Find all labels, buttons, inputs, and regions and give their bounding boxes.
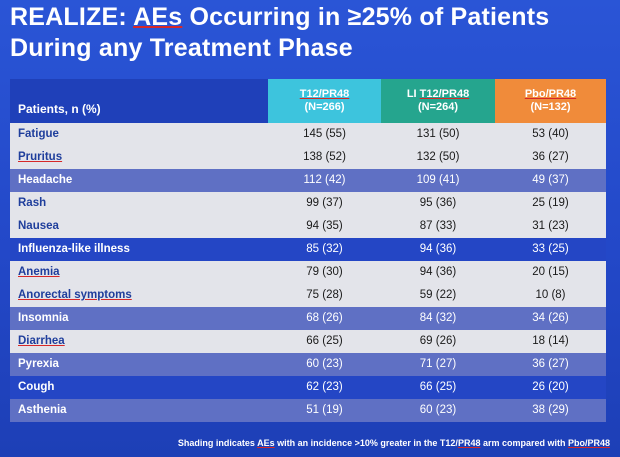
title-line2: During any Treatment Phase — [10, 34, 353, 62]
table-row: Influenza-like illness 85 (32) 94 (36) 3… — [10, 238, 606, 261]
table-row: Pyrexia 60 (23) 71 (27) 36 (27) — [10, 353, 606, 376]
table-row: Anorectal symptoms 75 (28) 59 (22) 10 (8… — [10, 284, 606, 307]
title-prefix: REALIZE: — [10, 3, 134, 31]
table-row: Pruritus 138 (52) 132 (50) 36 (27) — [10, 146, 606, 169]
footnote: Shading indicates AEs with an incidence … — [177, 438, 610, 448]
table-row: Anemia 79 (30) 94 (36) 20 (15) — [10, 261, 606, 284]
table-row: Nausea 94 (35) 87 (33) 31 (23) — [10, 215, 606, 238]
slide-title: REALIZE: AEs Occurring in ≥25% of Patien… — [10, 2, 610, 64]
column-header-t12-pr48: T12/PR48 (N=266) — [268, 79, 381, 123]
header-label: Patients, n (%) — [10, 79, 268, 123]
table-header: Patients, n (%) T12/PR48 (N=266) LI T12/… — [10, 79, 606, 123]
title-aes: AEs — [133, 3, 183, 31]
title-suffix: Occurring in ≥25% of Patients — [182, 3, 550, 31]
table-row: Rash 99 (37) 95 (36) 25 (19) — [10, 192, 606, 215]
table-row: Diarrhea 66 (25) 69 (26) 18 (14) — [10, 330, 606, 353]
table-row: Fatigue 145 (55) 131 (50) 53 (40) — [10, 123, 606, 146]
table-row: Insomnia 68 (26) 84 (32) 34 (26) — [10, 307, 606, 330]
column-header-li-t12-pr48: LI T12/PR48 (N=264) — [381, 79, 495, 123]
ae-table: Patients, n (%) T12/PR48 (N=266) LI T12/… — [10, 79, 606, 422]
column-header-pbo-pr48: Pbo/PR48 (N=132) — [495, 79, 606, 123]
table-row: Asthenia 51 (19) 60 (23) 38 (29) — [10, 399, 606, 422]
table-row: Headache 112 (42) 109 (41) 49 (37) — [10, 169, 606, 192]
table-row: Cough 62 (23) 66 (25) 26 (20) — [10, 376, 606, 399]
